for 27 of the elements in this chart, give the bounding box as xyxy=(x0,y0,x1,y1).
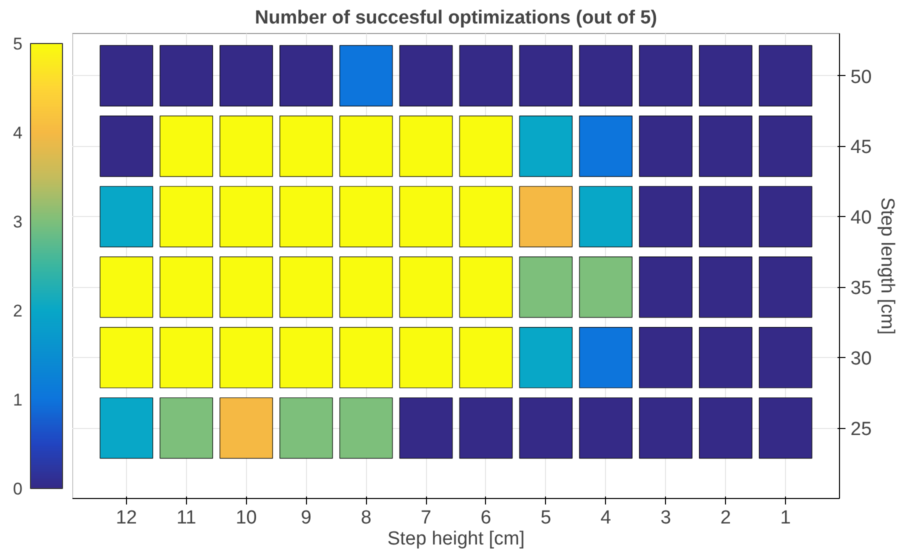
y-tick-label: 25 xyxy=(850,419,872,440)
x-tick-label: 12 xyxy=(116,508,138,528)
y-tick-label: 35 xyxy=(850,278,872,300)
x-tick-label: 4 xyxy=(600,508,612,528)
x-tick-label: 6 xyxy=(480,508,492,528)
x-tick-label: 8 xyxy=(360,508,372,528)
x-tick-label: 1 xyxy=(780,508,791,528)
y-tick-label: 50 xyxy=(850,66,872,88)
x-tick-label: 5 xyxy=(540,508,552,528)
chart-title: Number of succesful optimizations (out of 5) xyxy=(254,8,658,28)
x-tick-label: 11 xyxy=(176,508,196,528)
color-bar-label: 5 xyxy=(13,34,23,54)
color-bar-label: 2 xyxy=(13,302,23,320)
x-tick-label: 9 xyxy=(300,508,312,528)
y-axis-title: Step length [cm] xyxy=(876,197,898,335)
color-bar-label: 1 xyxy=(13,390,23,410)
x-tick-label: 10 xyxy=(236,508,257,528)
y-tick-label: 30 xyxy=(850,348,872,370)
x-tick-label: 7 xyxy=(420,508,432,528)
y-tick-label: 45 xyxy=(850,137,872,158)
x-tick-label: 3 xyxy=(660,508,672,528)
y-tick-label: 40 xyxy=(850,208,872,229)
color-bar-label: 0 xyxy=(13,480,23,498)
color-bar-label: 3 xyxy=(13,212,23,232)
color-bar-label: 4 xyxy=(13,124,23,142)
x-tick-label: 2 xyxy=(720,508,731,528)
x-axis-title: Step height [cm] xyxy=(387,528,525,550)
